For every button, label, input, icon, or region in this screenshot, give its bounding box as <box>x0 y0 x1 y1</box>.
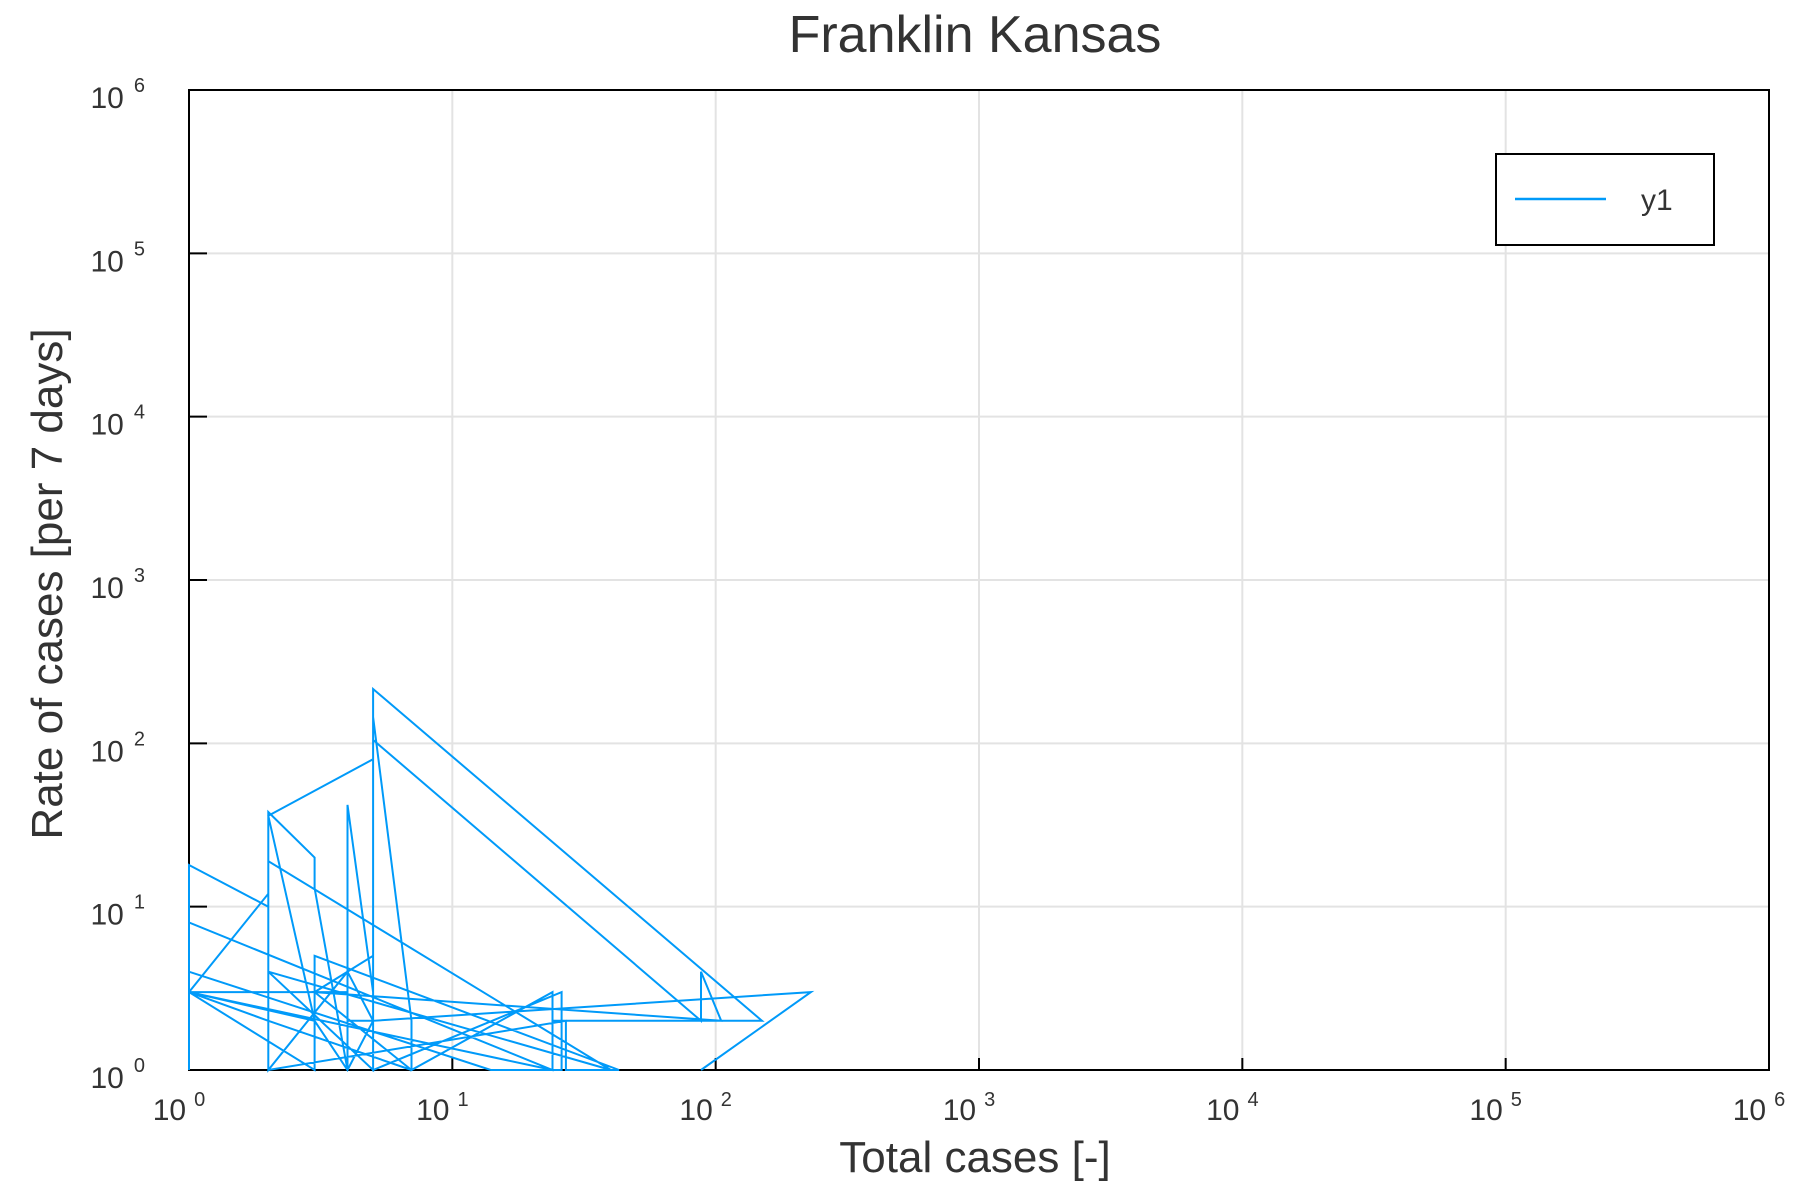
y-tick-label: 10 0 <box>91 1055 146 1095</box>
legend: y1 <box>1495 153 1715 246</box>
y-tick-label: 10 2 <box>91 728 146 768</box>
x-axis-ticks: 10 0 10 1 10 2 10 3 10 4 10 5 10 6 <box>153 1058 1786 1127</box>
x-tick-label: 10 4 <box>1206 1089 1259 1127</box>
y-tick-label: 10 3 <box>91 565 146 605</box>
x-tick-label: 10 1 <box>416 1089 469 1127</box>
y-tick-label: 10 4 <box>91 402 146 442</box>
legend-label: y1 <box>1641 184 1673 217</box>
chart-title: Franklin Kansas <box>789 6 1162 64</box>
x-tick-label: 10 2 <box>679 1089 732 1127</box>
series-line-y1 <box>188 686 815 1073</box>
x-tick-label: 10 6 <box>1733 1089 1786 1127</box>
y-tick-label: 10 1 <box>91 892 146 932</box>
x-tick-label: 10 3 <box>943 1089 996 1127</box>
series-layer <box>188 686 815 1073</box>
y-tick-label: 10 5 <box>91 238 146 278</box>
x-tick-label: 10 0 <box>153 1089 206 1127</box>
x-axis-label: Total cases [-] <box>839 1133 1110 1182</box>
x-tick-label: 10 5 <box>1469 1089 1522 1127</box>
y-tick-label: 10 6 <box>91 75 146 115</box>
y-axis-label: Rate of cases [per 7 days] <box>23 328 72 839</box>
